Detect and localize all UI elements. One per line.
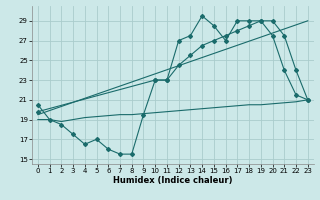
X-axis label: Humidex (Indice chaleur): Humidex (Indice chaleur): [113, 176, 233, 185]
